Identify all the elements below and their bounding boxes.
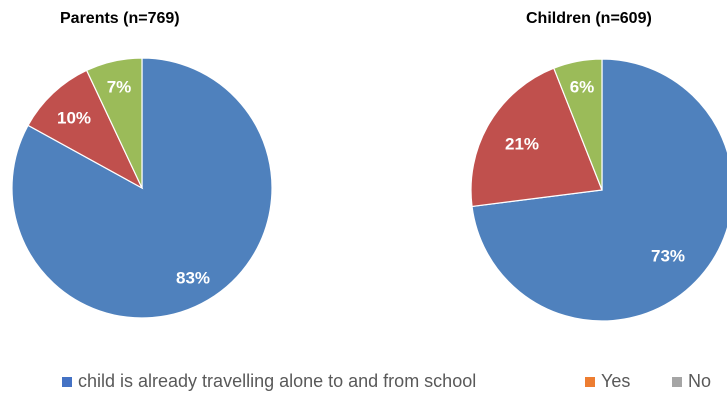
pie-slice-parents-2 <box>85 57 143 189</box>
slice-label-parents-2: 7% <box>107 77 132 96</box>
legend-swatch-yes <box>585 376 595 387</box>
slice-label-children-0: 73% <box>651 246 685 265</box>
pie-slice-children-2 <box>553 58 603 191</box>
legend-item-travelling-alone: child is already travelling alone to and… <box>62 371 476 392</box>
pie-charts-svg: 83% 10% 7% 73% 21% 6% <box>11 57 727 322</box>
legend-item-no: No <box>672 371 711 392</box>
slice-label-parents-1: 10% <box>57 108 91 127</box>
pie-slice-parents-0 <box>11 57 273 319</box>
chart-title-parents: Parents (n=769) <box>60 10 180 27</box>
pie-slice-parents-1 <box>27 69 144 190</box>
legend: child is already travelling alone to and… <box>0 371 727 395</box>
legend-swatch-no <box>672 376 682 387</box>
legend-label-no: No <box>688 371 712 391</box>
legend-label-travelling-alone: child is already travelling alone to and… <box>78 371 477 391</box>
slice-label-children-1: 21% <box>505 134 539 153</box>
pie-slice-children-0 <box>471 58 727 322</box>
chart-title-children: Children (n=609) <box>526 10 652 27</box>
slice-label-children-2: 6% <box>570 77 595 96</box>
slice-label-parents-0: 83% <box>176 268 210 287</box>
legend-item-yes: Yes <box>585 371 630 392</box>
legend-swatch-travelling-alone <box>62 376 72 387</box>
legend-label-yes: Yes <box>601 371 631 391</box>
pie-slice-children-1 <box>470 67 603 208</box>
